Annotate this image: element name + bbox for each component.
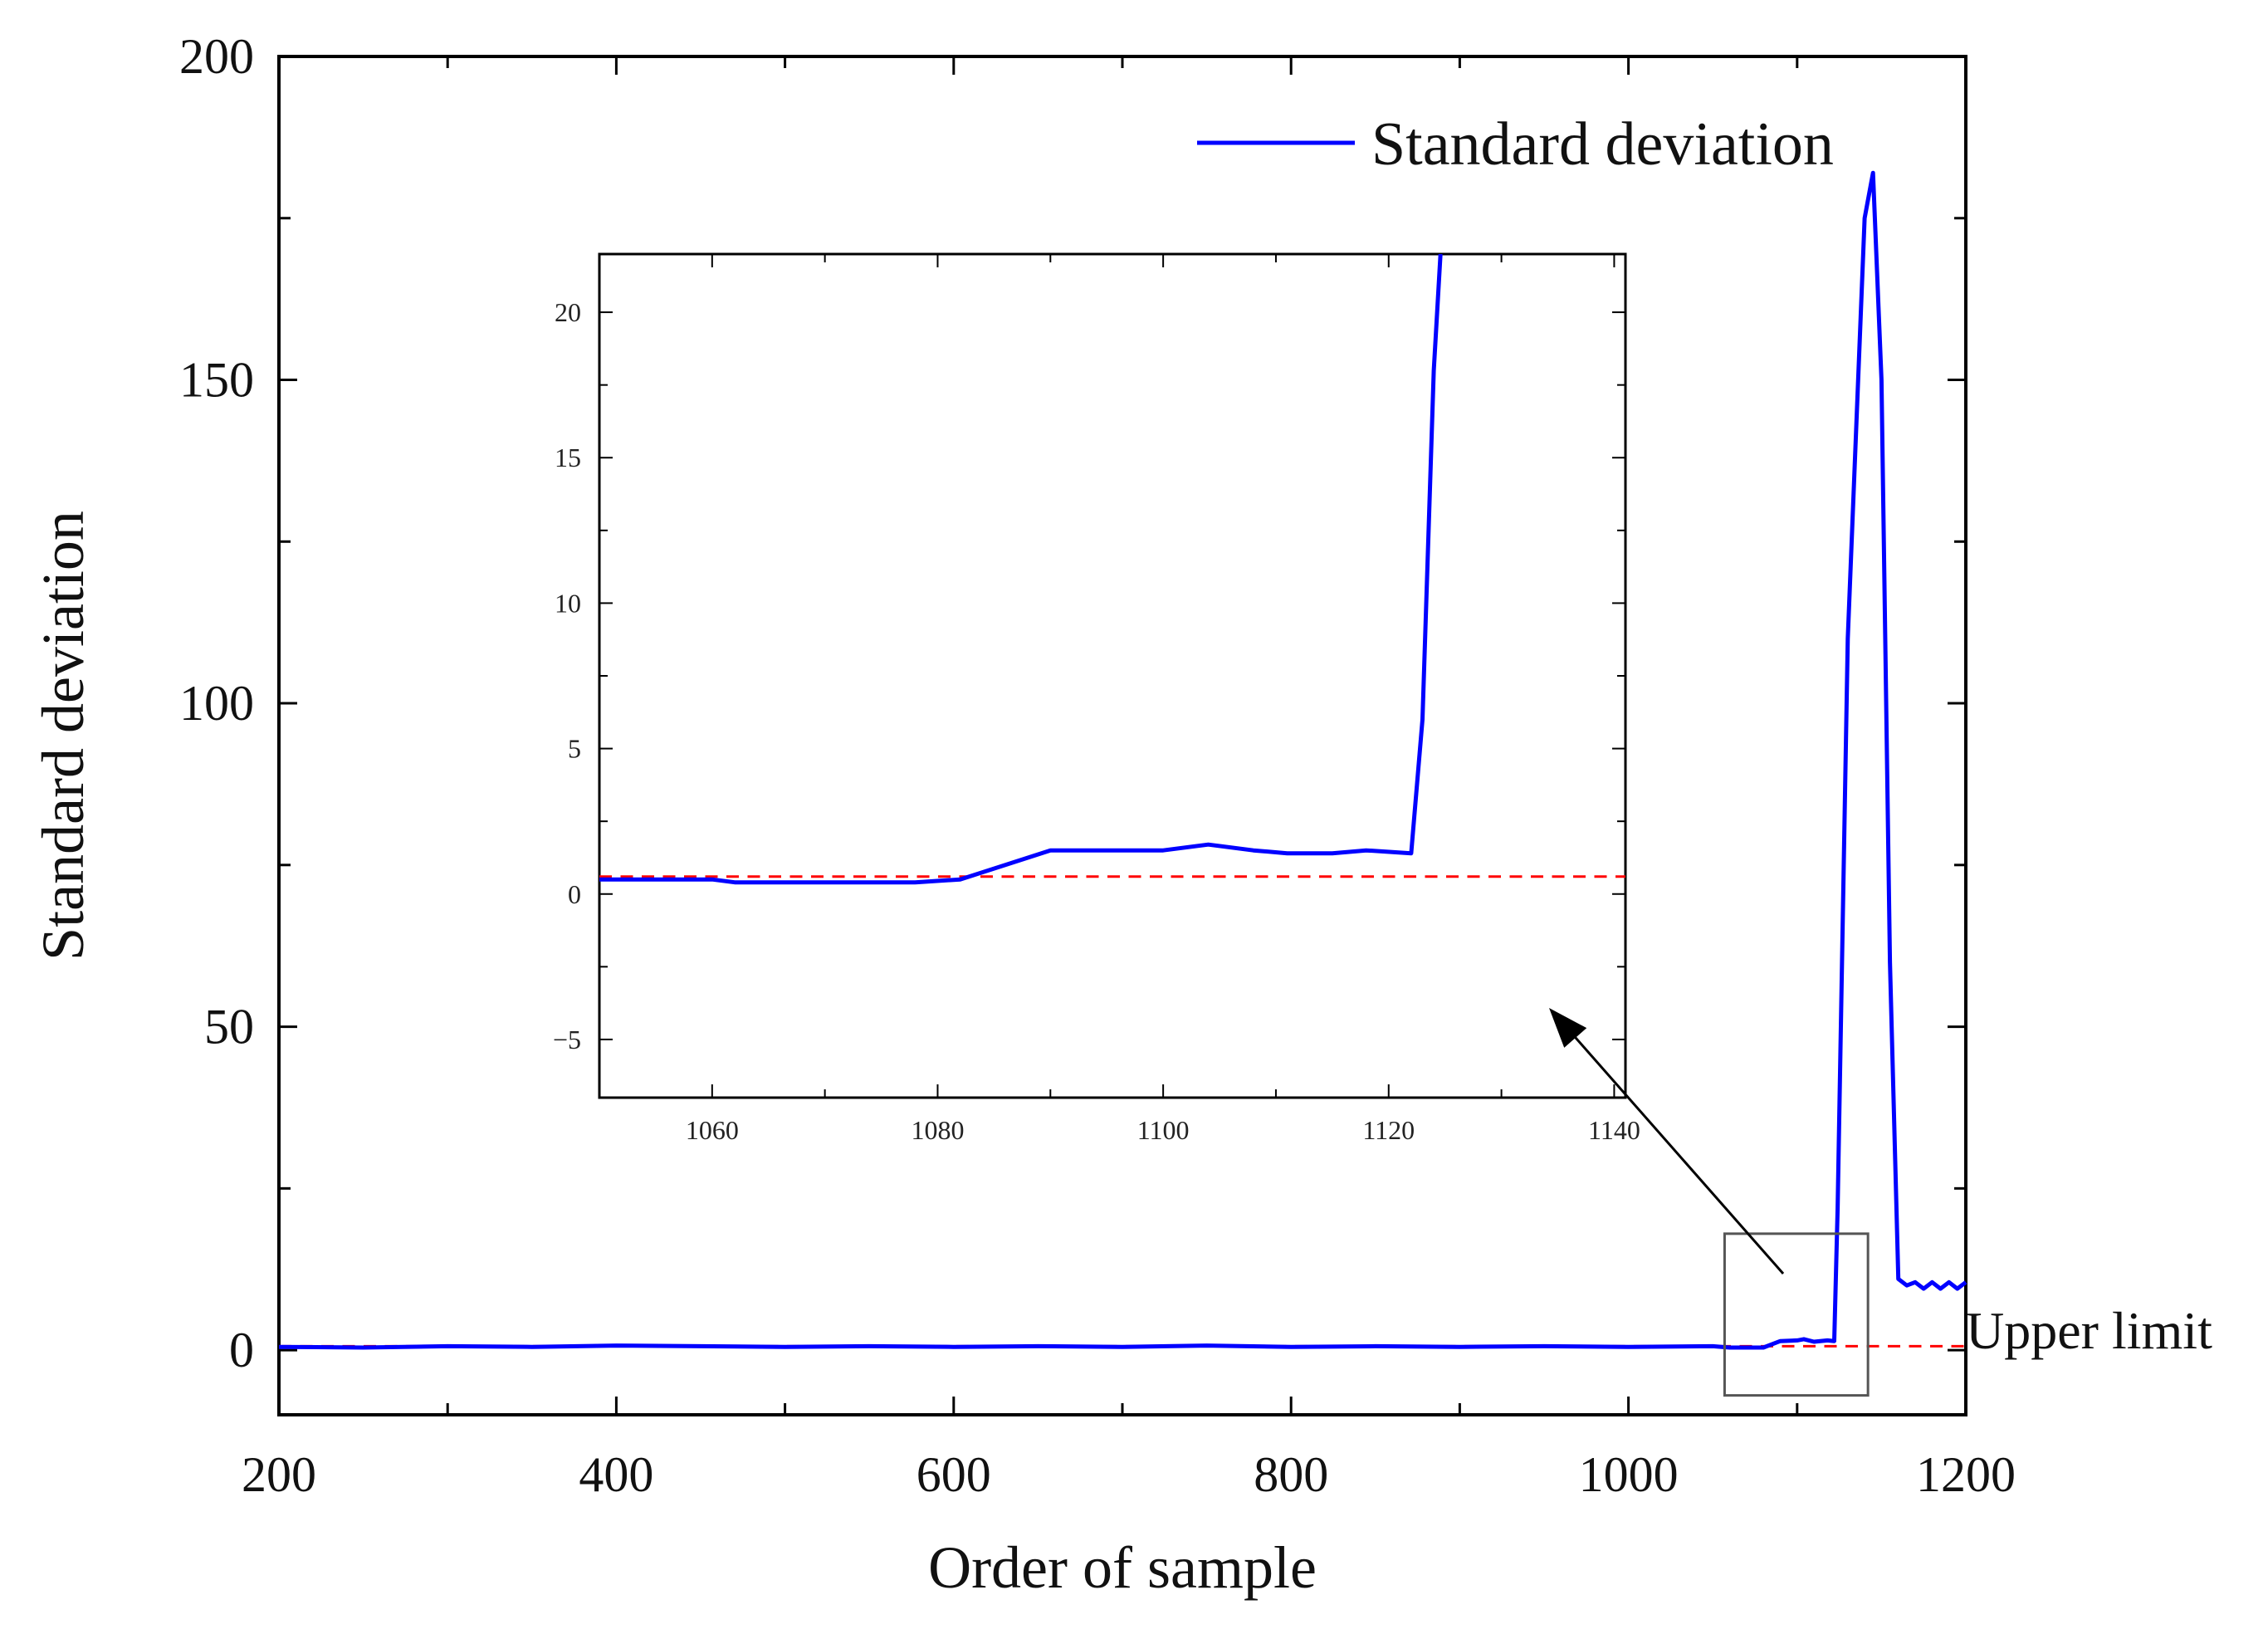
y-axis-title: Standard deviation — [30, 511, 96, 961]
annotations: Upper limit — [1549, 1008, 2212, 1360]
x-tick-label: 1000 — [1579, 1447, 1679, 1502]
y-tick-label: 150 — [179, 353, 254, 408]
inset-frame — [598, 252, 1627, 1099]
inset-y-tick-label: 5 — [568, 734, 581, 764]
zoom-arrow-shaft — [1562, 1024, 1785, 1274]
zoom-box — [1723, 1232, 1870, 1397]
inset-x-tick-label: 1120 — [1362, 1115, 1415, 1145]
x-tick-label: 200 — [242, 1447, 316, 1502]
inset-y-tick-label: 20 — [555, 297, 581, 327]
x-tick-label: 400 — [579, 1447, 653, 1502]
legend: Standard deviation — [1197, 110, 1834, 179]
x-tick-label: 800 — [1254, 1447, 1328, 1502]
x-tick-label: 600 — [916, 1447, 991, 1502]
y-tick-label: 200 — [179, 29, 254, 84]
inset-x-tick-label: 1100 — [1137, 1115, 1190, 1145]
inset-x-tick-label: 1140 — [1588, 1115, 1640, 1145]
zoom-arrow-head — [1549, 1008, 1587, 1048]
inset-y-tick-label: −5 — [553, 1025, 581, 1054]
inset-std-dev-line — [599, 254, 1443, 885]
inset-x-tick-label: 1060 — [686, 1115, 739, 1145]
y-tick-label: 100 — [179, 676, 254, 731]
inset-y-tick-label: 15 — [555, 443, 581, 472]
inset-x-tick-label: 1080 — [911, 1115, 964, 1145]
upper-limit-label: Upper limit — [1966, 1301, 2212, 1360]
x-axis-title: Order of sample — [928, 1534, 1317, 1601]
std-dev-line — [278, 170, 1967, 1350]
x-tick-label: 1200 — [1916, 1447, 2016, 1502]
inset-y-tick-label: 0 — [568, 879, 581, 909]
legend-label: Standard deviation — [1371, 110, 1834, 179]
inset-y-tick-label: 10 — [555, 588, 581, 618]
y-tick-label: 50 — [204, 1000, 254, 1054]
y-tick-label: 0 — [229, 1323, 254, 1377]
inset-plot: 1060 1080 1100 1120 1140 −5 0 5 10 15 20 — [553, 252, 1640, 1145]
